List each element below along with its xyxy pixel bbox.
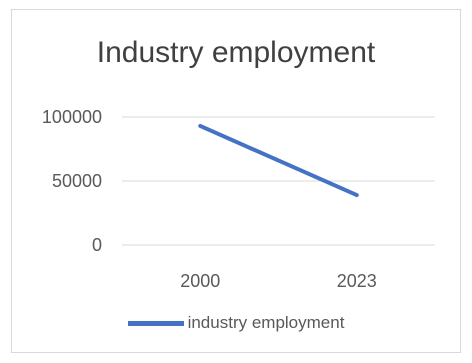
y-tick-label-50000: 50000: [52, 171, 102, 191]
chart-title: Industry employment: [96, 36, 376, 69]
series-line-0: [198, 123, 359, 198]
y-tick-label-100000: 100000: [42, 107, 102, 127]
legend-label: industry employment: [187, 313, 345, 332]
legend: industry employment: [0, 313, 472, 333]
x-tick-label-2000: 2000: [180, 271, 220, 291]
y-tick-label-0: 0: [92, 235, 102, 255]
legend-swatch: [127, 320, 184, 326]
x-tick-label-2023: 2023: [337, 271, 377, 291]
